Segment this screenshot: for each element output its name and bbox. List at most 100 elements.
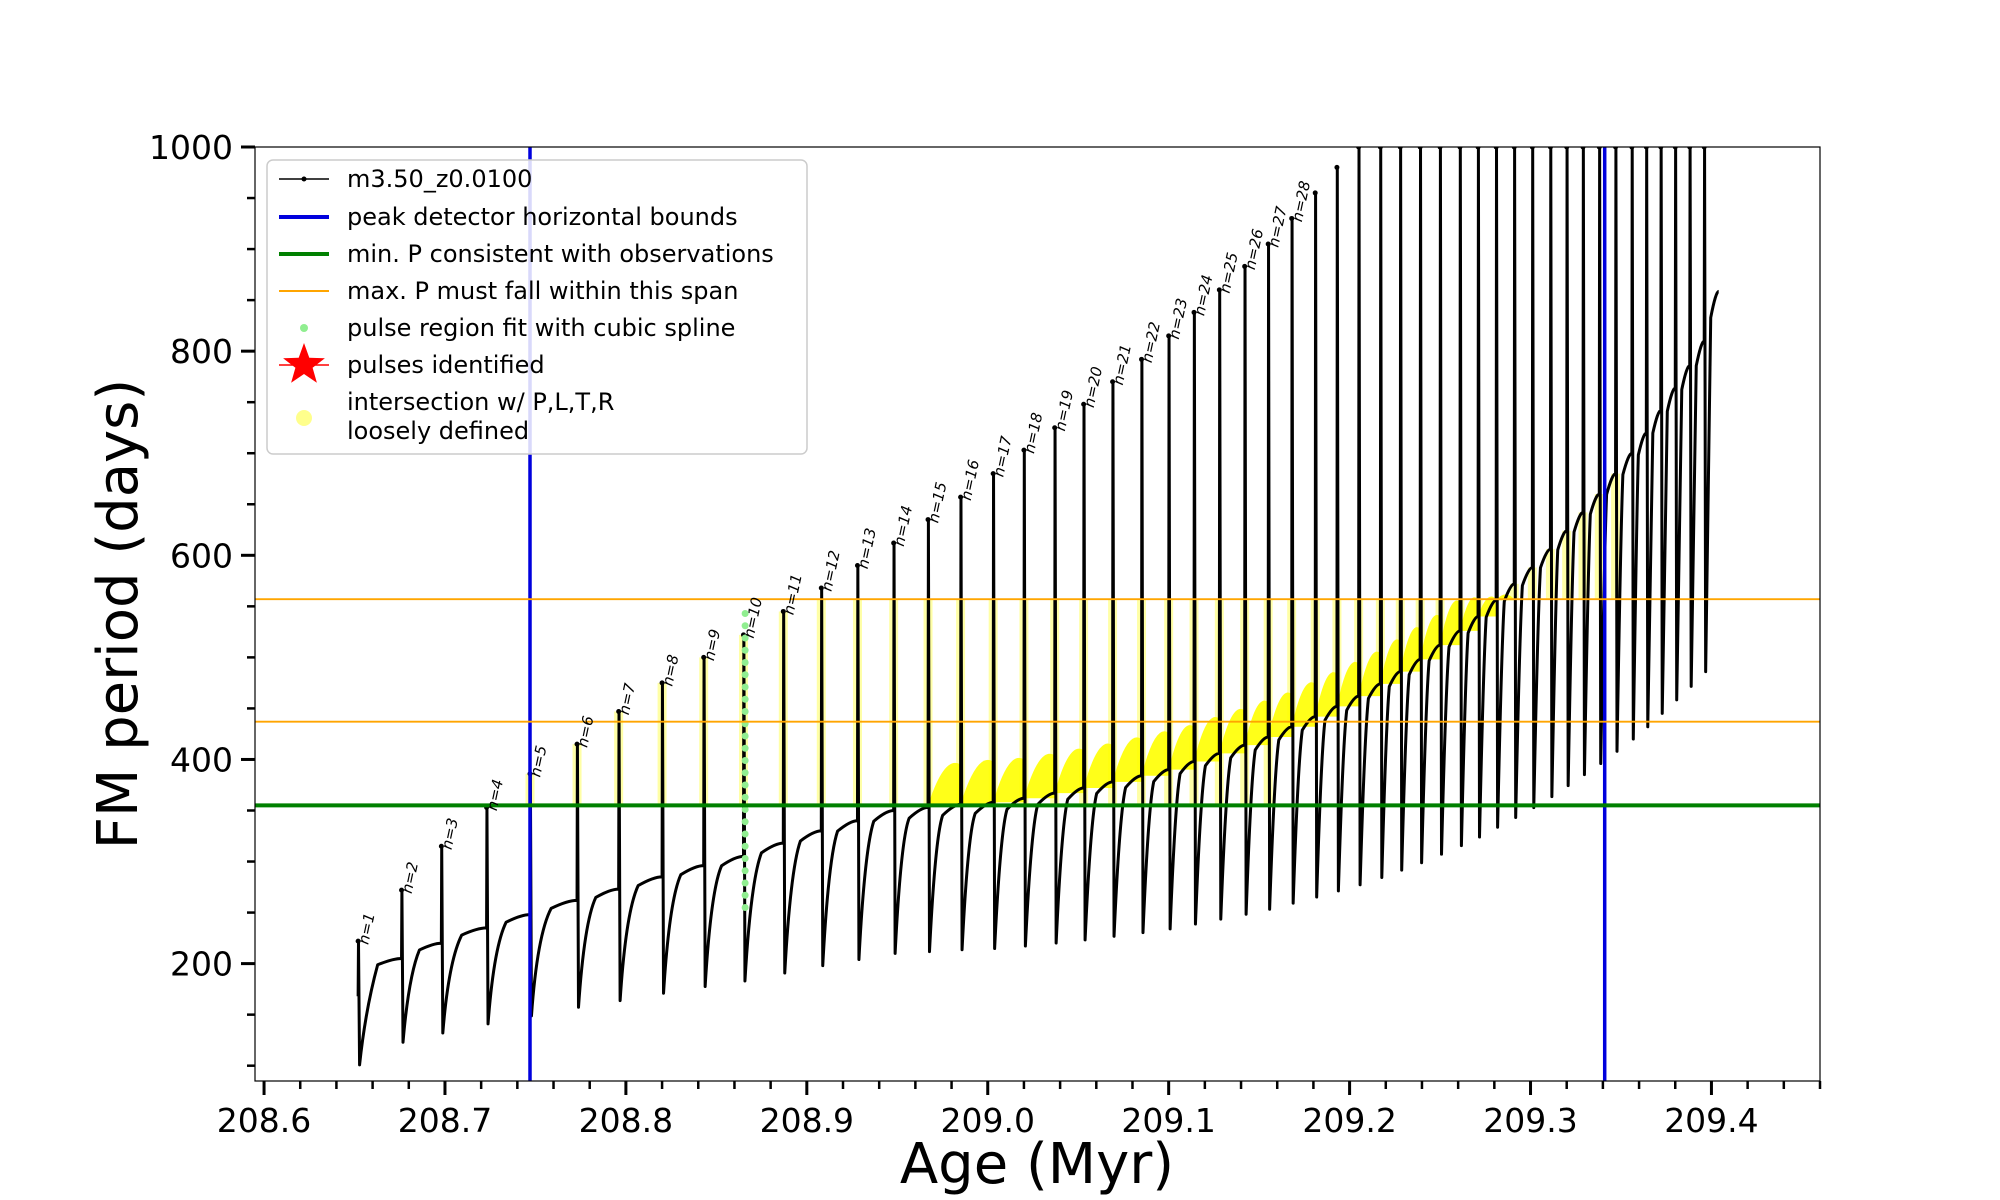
y-axis-title: FM period (days)	[86, 379, 151, 849]
data-point	[1397, 147, 1403, 150]
spline-point	[741, 854, 749, 862]
data-point	[1475, 147, 1481, 150]
data-point	[1613, 147, 1619, 150]
data-point	[1596, 147, 1602, 150]
y-tick-label: 600	[170, 536, 233, 575]
spline-point	[741, 707, 749, 715]
intersection-band	[1194, 716, 1220, 762]
intersection-band	[1023, 753, 1055, 799]
x-tick-label: 208.9	[760, 1101, 854, 1140]
pulse-label: n=8	[658, 653, 682, 688]
x-tick-label: 209.4	[1664, 1101, 1758, 1140]
legend-marker-star	[283, 343, 325, 383]
data-point	[1658, 147, 1664, 150]
pulse-label: n=6	[573, 714, 597, 749]
spline-point	[741, 903, 749, 911]
data-point	[1312, 190, 1318, 196]
data-point	[1701, 147, 1707, 150]
intersection-band	[960, 759, 994, 805]
legend-label: m3.50_z0.0100	[347, 165, 532, 193]
axes: 200 400 600 800 1000 208.6 208.7 208.8 208.9 209.…	[149, 128, 1822, 1140]
data-point	[1529, 147, 1535, 150]
pulse-label: n=1	[354, 911, 378, 946]
legend-label-line2: loosely defined	[347, 417, 529, 445]
data-point	[355, 938, 361, 944]
spline-point	[741, 842, 749, 850]
data-point	[1110, 379, 1116, 385]
intersection-band	[1380, 639, 1401, 684]
pulse-label: n=25	[1216, 251, 1242, 295]
pulse-label: n=14	[890, 504, 916, 548]
data-point	[1081, 401, 1087, 407]
spline-point	[741, 744, 749, 752]
data-point	[701, 654, 707, 660]
x-tick-label: 209.2	[1302, 1101, 1396, 1140]
spline-point	[741, 830, 749, 838]
data-point	[958, 494, 964, 500]
y-tick-label: 800	[170, 332, 233, 371]
data-point	[616, 708, 622, 714]
reference-lines	[255, 147, 1820, 1081]
legend-label: pulses identified	[347, 351, 545, 379]
x-tick-label: 208.6	[217, 1101, 311, 1140]
data-point	[574, 741, 580, 747]
spline-point	[741, 683, 749, 691]
y-tick-label: 400	[170, 740, 233, 779]
pulse-label: n=11	[780, 572, 806, 616]
spline-point	[741, 671, 749, 679]
legend-box	[266, 159, 808, 455]
data-point	[1580, 147, 1586, 150]
spline-region	[741, 609, 749, 911]
pulse-label: n=13	[854, 526, 880, 570]
data-point	[1021, 447, 1027, 453]
pulse-label: n=26	[1241, 227, 1267, 271]
x-tick-label: 209.3	[1483, 1101, 1577, 1140]
data-point	[399, 887, 405, 893]
y-tick-label: 1000	[149, 128, 233, 167]
spline-point	[741, 622, 749, 630]
data-point	[1437, 147, 1443, 150]
data-point	[1493, 147, 1499, 150]
x-tick-label: 209.0	[941, 1101, 1035, 1140]
pulse-label: n=17	[989, 434, 1015, 478]
intersection-band	[1141, 731, 1169, 776]
spline-point	[741, 646, 749, 654]
intersection-band	[1054, 748, 1084, 794]
data-point	[1191, 309, 1197, 315]
pulse-label: n=2	[398, 860, 422, 895]
pulse-label: n=12	[818, 549, 844, 593]
intersection-band	[1244, 700, 1269, 746]
spline-point	[741, 658, 749, 666]
data-point	[1334, 164, 1340, 170]
pulse-label: n=16	[957, 458, 983, 502]
data-point	[1629, 147, 1635, 150]
legend-label: min. P consistent with observations	[347, 240, 774, 268]
intersection-band	[1268, 692, 1292, 738]
intersection-band	[1400, 627, 1421, 672]
x-axis-title: Age (Myr)	[900, 1132, 1174, 1197]
pulse-peaks	[355, 147, 1707, 944]
legend-label: max. P must fall within this span	[347, 277, 738, 305]
pulse-label: n=28	[1288, 179, 1314, 223]
data-point	[659, 680, 665, 686]
intersection-band	[1315, 672, 1337, 717]
data-point	[1687, 147, 1693, 150]
data-point	[1643, 147, 1649, 150]
intersection-band	[993, 757, 1024, 803]
spline-point	[741, 879, 749, 887]
data-point	[1139, 356, 1145, 362]
legend-label: peak detector horizontal bounds	[347, 203, 738, 231]
spline-point	[741, 867, 749, 875]
x-tick-label: 208.8	[579, 1101, 673, 1140]
legend-marker-intersection	[296, 410, 312, 426]
y-tick-label: 200	[170, 945, 233, 984]
pulse-label: n=15	[924, 480, 950, 524]
data-point	[780, 608, 786, 614]
pulse-label: n=27	[1264, 204, 1290, 248]
intersection-band	[1291, 682, 1316, 727]
spline-point	[741, 732, 749, 740]
intersection-band	[928, 762, 961, 806]
intersection-band	[1112, 737, 1142, 782]
data-point	[1377, 147, 1383, 150]
